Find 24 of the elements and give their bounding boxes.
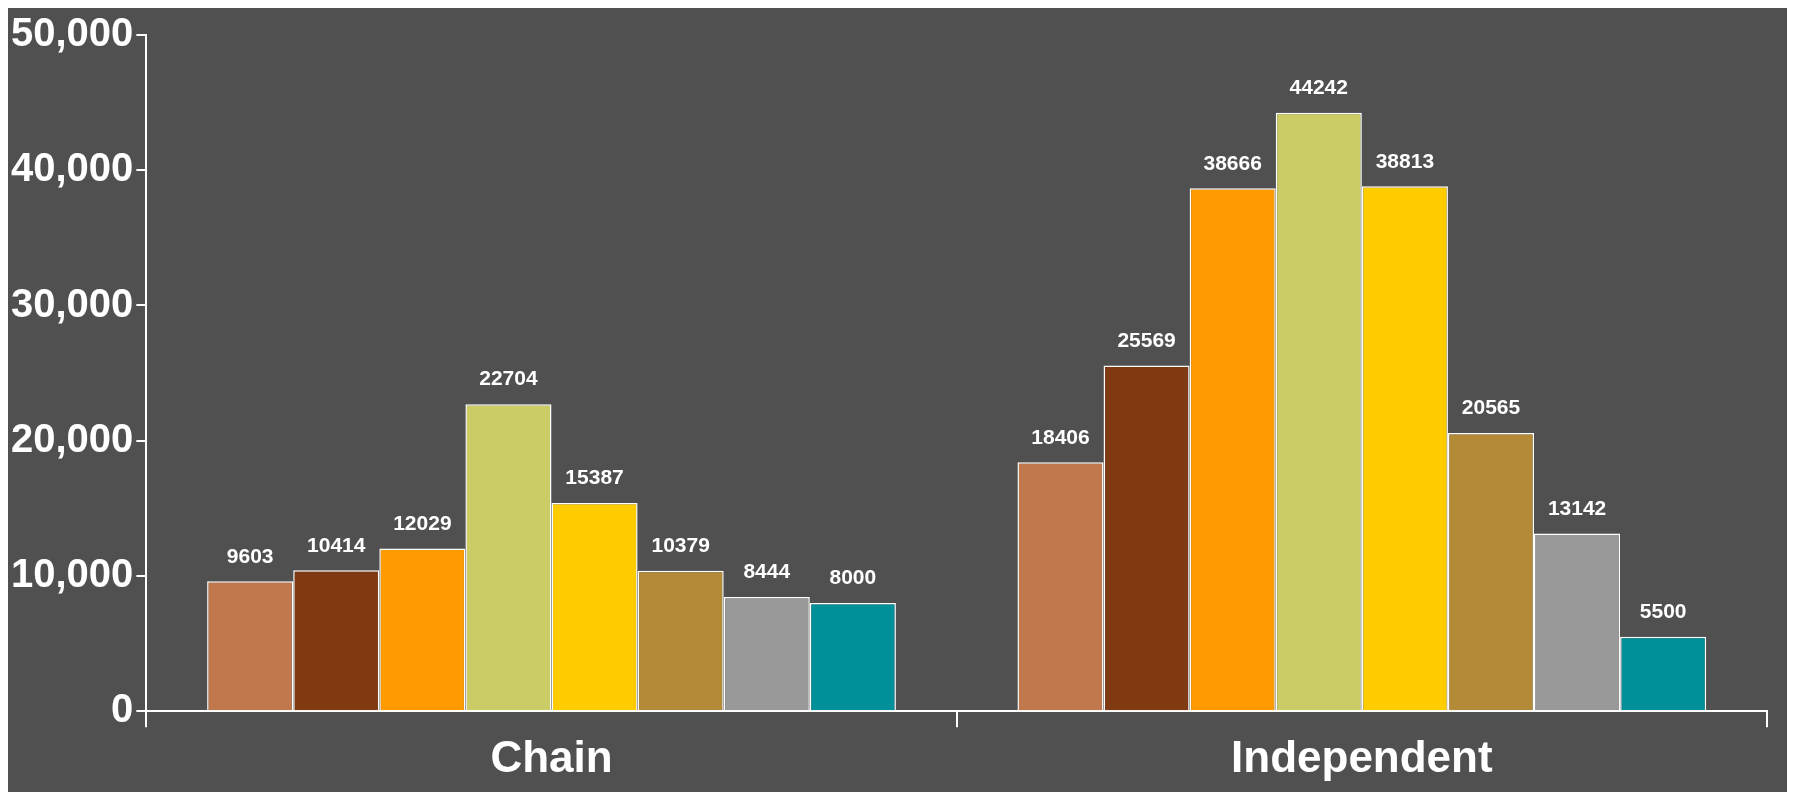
data-label: 8000 [829, 565, 877, 589]
data-label: 10379 [651, 533, 710, 557]
y-tick-label: 50,000 [11, 10, 134, 55]
x-tick-label: Independent [1231, 731, 1493, 781]
data-label: 25569 [1117, 327, 1176, 351]
y-tick-label: 20,000 [11, 415, 134, 460]
y-tick-label: 40,000 [11, 145, 134, 190]
y-tick-label: 10,000 [11, 550, 134, 595]
data-label: 38666 [1203, 150, 1262, 174]
data-label: 22704 [479, 366, 538, 390]
data-label: 38813 [1375, 148, 1435, 172]
data-label: 10414 [307, 532, 366, 556]
data-label: 9603 [226, 543, 274, 567]
data-label: 5500 [1639, 599, 1687, 623]
data-label: 18406 [1031, 424, 1090, 448]
y-tick-label: 0 [111, 686, 134, 731]
data-label: 13142 [1547, 495, 1607, 519]
data-label: 8444 [743, 559, 791, 583]
data-label: 20565 [1461, 395, 1521, 419]
data-label: 15387 [565, 465, 624, 489]
data-label: 44242 [1289, 75, 1348, 99]
x-tick-label: Chain [490, 731, 613, 781]
data-label: 12029 [393, 510, 452, 534]
y-tick-label: 30,000 [11, 280, 134, 325]
